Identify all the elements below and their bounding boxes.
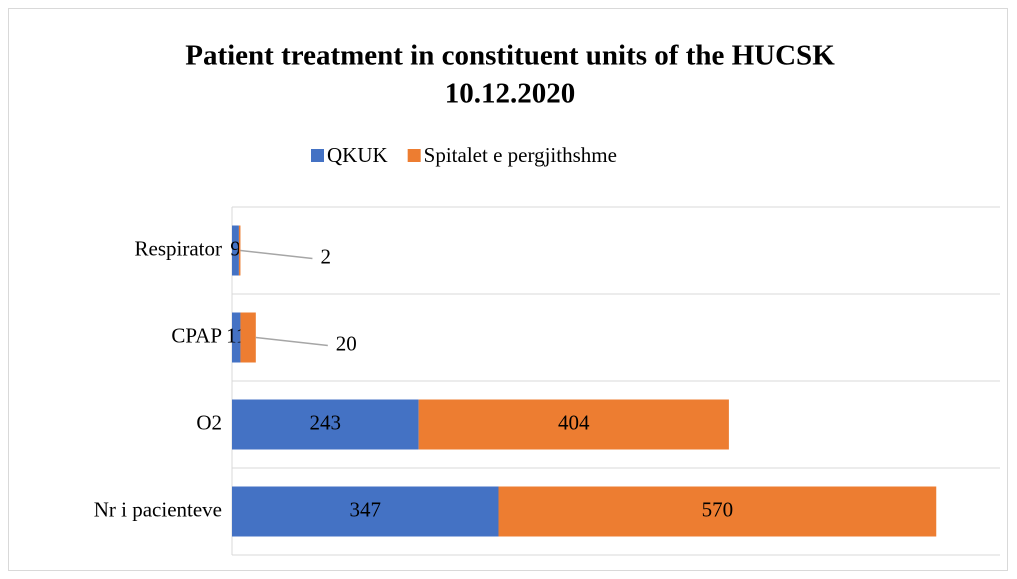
- bar: [498, 486, 937, 537]
- bar: [232, 399, 419, 450]
- legend-label: Spitalet e pergjithshme: [424, 143, 617, 167]
- chart-border: [8, 8, 1008, 571]
- legend-swatch: [311, 149, 324, 162]
- bar: [232, 486, 499, 537]
- leader-line: [240, 249, 313, 260]
- y-tick-label: Respirator: [135, 236, 222, 260]
- y-tick-label: Nr i pacienteve: [94, 497, 222, 521]
- chart-title: Patient treatment in constituent units o…: [185, 40, 835, 72]
- bar: [238, 225, 241, 276]
- legend-swatch: [407, 149, 421, 162]
- data-label: 9: [230, 236, 241, 260]
- chart-title: 10.12.2020: [445, 78, 576, 110]
- data-label: 20: [336, 331, 357, 355]
- bar: [240, 312, 256, 363]
- legend-label: QKUK: [327, 143, 388, 167]
- data-label: 347: [349, 497, 381, 521]
- data-label: 404: [558, 410, 590, 434]
- leader-line: [255, 336, 328, 347]
- data-label: 2: [320, 244, 331, 268]
- bar: [418, 399, 729, 450]
- y-tick-label: O2: [196, 410, 222, 434]
- bar: [232, 312, 241, 363]
- bar: [232, 225, 239, 276]
- data-label: 570: [702, 497, 734, 521]
- data-label: 243: [310, 410, 342, 434]
- y-tick-label: CPAP: [171, 323, 222, 347]
